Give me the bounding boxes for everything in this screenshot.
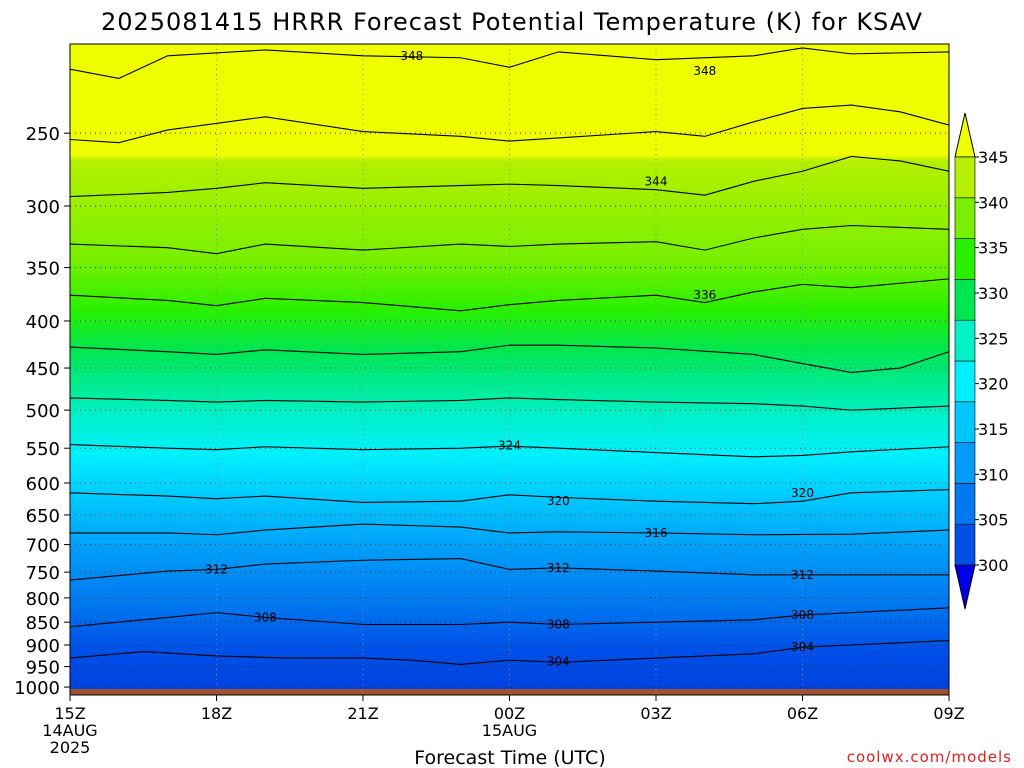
contour-label: 320 (791, 486, 814, 500)
y-tick-label: 750 (26, 563, 60, 584)
x-tick-label: 03Z (640, 704, 671, 723)
y-tick-label: 900 (26, 636, 60, 657)
contour-label: 348 (693, 64, 716, 78)
y-tick-label: 700 (26, 536, 60, 557)
y-tick-label: 600 (26, 474, 60, 495)
contour-label: 324 (498, 438, 521, 452)
chart-title: 2025081415 HRRR Forecast Potential Tempe… (101, 8, 923, 36)
contour-label: 308 (547, 617, 570, 631)
colorbar-label: 315 (978, 420, 1009, 439)
colorbar-label: 330 (978, 284, 1009, 303)
contour-label: 348 (400, 49, 423, 63)
colorbar-band (954, 442, 976, 484)
contour-label: 344 (645, 174, 668, 188)
y-tick-label: 350 (26, 259, 60, 280)
y-tick-label: 550 (26, 439, 60, 460)
contour-label: 316 (645, 526, 668, 540)
contour-label: 304 (791, 640, 814, 654)
colorbar-label: 325 (978, 329, 1009, 348)
colorbar: 300 305 310 315 320 325 330 335 340 345 (954, 112, 1009, 610)
contour-line-336 (70, 278, 949, 312)
x-tick-label: 09Z (933, 704, 964, 723)
contour-line-308 (70, 607, 949, 628)
contour-line-332 (70, 344, 949, 373)
x-year-label: 2025 (50, 738, 91, 757)
colorbar-label: 335 (978, 239, 1009, 258)
contour-line-316 (70, 523, 949, 536)
y-tick-label: 1000 (14, 678, 60, 699)
contour-line-320 (70, 489, 949, 505)
contour-label: 304 (547, 655, 570, 669)
x-tick-label: 06Z (787, 704, 818, 723)
contour-label: 336 (693, 288, 716, 302)
colorbar-label: 300 (978, 556, 1009, 575)
colorbar-band (954, 523, 976, 566)
y-tick-label: 500 (26, 401, 60, 422)
contour-label: 308 (791, 608, 814, 622)
x-tick-label: 18Z (201, 704, 232, 723)
contour-line-348 (70, 104, 949, 144)
x-tick-label: 21Z (347, 704, 378, 723)
colorbar-extend-min (954, 564, 976, 610)
contour-line-324 (70, 444, 949, 458)
colorbar-label: 320 (978, 375, 1009, 394)
y-tick-label: 850 (26, 613, 60, 634)
y-tick-label: 400 (26, 312, 60, 333)
x-tick-label: 00Z (494, 704, 525, 723)
ground-strip (70, 689, 949, 695)
x-tick-label: 15Z (54, 704, 85, 723)
y-tick-label: 250 (26, 124, 60, 145)
colorbar-band (954, 279, 976, 321)
contour-line-344 (70, 155, 949, 198)
colorbar-label: 340 (978, 193, 1009, 212)
colorbar-band (954, 360, 976, 403)
contour-line-352 (70, 47, 949, 80)
y-axis: 2503003504004505005506006507007508008509… (14, 124, 70, 699)
colorbar-band (954, 238, 976, 280)
credit-text: coolwx.com/models (847, 748, 1012, 766)
contour-line-340 (70, 224, 949, 255)
y-tick-label: 300 (26, 197, 60, 218)
colorbar-band (954, 197, 976, 239)
contour-label: 312 (547, 561, 570, 575)
x-axis-label: Forecast Time (UTC) (414, 747, 605, 768)
contour-line-304 (70, 639, 949, 666)
x-date-label: 15AUG (482, 721, 537, 740)
colorbar-label: 310 (978, 465, 1009, 484)
colorbar-label: 305 (978, 511, 1009, 530)
contour-label: 312 (205, 562, 228, 576)
colorbar-band (954, 401, 976, 443)
x-date-label: 14AUG (42, 721, 97, 740)
contour-label: 320 (547, 494, 570, 508)
colorbar-label: 345 (978, 148, 1009, 167)
colorbar-band (954, 483, 976, 525)
contour-label: 312 (791, 568, 814, 582)
y-tick-label: 450 (26, 359, 60, 380)
contour-line-328 (70, 397, 949, 411)
y-tick-label: 650 (26, 506, 60, 527)
colorbar-band (954, 319, 976, 362)
colorbar-extend-max (954, 112, 976, 158)
colorbar-band (954, 156, 976, 199)
contour-label: 308 (254, 610, 277, 624)
y-tick-label: 800 (26, 589, 60, 610)
y-tick-label: 950 (26, 658, 60, 679)
contour-line-312 (70, 558, 949, 581)
plot-area: 348 348 344 336 324 320 320 316 312 312 312 308 308 3… (70, 44, 949, 695)
